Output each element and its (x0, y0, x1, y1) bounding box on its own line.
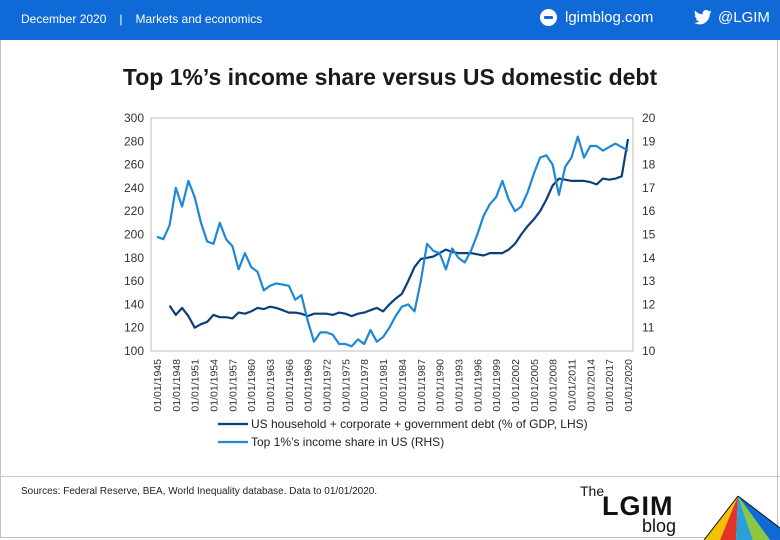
twitter-handle: @LGIM (718, 9, 770, 26)
right-axis-tick-label: 13 (642, 274, 656, 288)
header-section-link[interactable]: Markets and economics (135, 12, 263, 26)
x-axis-tick-label: 01/01/1996 (472, 359, 484, 412)
brand-name: LGIM (602, 491, 674, 521)
x-axis-tick-label: 01/01/2014 (585, 359, 597, 412)
left-axis-tick-label: 100 (124, 344, 144, 358)
right-axis-tick-label: 15 (642, 228, 656, 242)
right-axis-tick-label: 14 (642, 251, 656, 265)
plot-border (150, 117, 634, 352)
x-axis-tick-label: 01/01/1969 (303, 359, 315, 412)
site-name: lgimblog.com (565, 9, 654, 26)
x-axis-tick-label: 01/01/1999 (491, 359, 503, 412)
x-axis-tick-label: 01/01/1984 (397, 359, 409, 412)
income-share-series-line (156, 135, 629, 348)
x-axis-tick-label: 01/01/1981 (378, 359, 390, 412)
left-axis-tick-label: 280 (124, 134, 144, 148)
left-axis-tick-label: 240 (124, 181, 144, 195)
legend-entry: US household + corporate + government de… (251, 417, 588, 431)
x-axis-tick-label: 01/01/2008 (548, 359, 560, 412)
right-axis-tick-label: 18 (642, 158, 656, 172)
lgim-blog-logo[interactable]: The LGIM blog (580, 478, 780, 540)
left-axis-tick-label: 160 (124, 274, 144, 288)
header-date: December 2020 (21, 12, 107, 26)
x-axis-tick-label: 01/01/2020 (623, 359, 635, 412)
legend-entry: Top 1%’s income share in US (RHS) (251, 435, 444, 449)
right-axis-tick-label: 17 (642, 181, 656, 195)
x-axis-tick-label: 01/01/2017 (604, 359, 616, 412)
debt-series-line (168, 138, 630, 329)
twitter-bird-icon (694, 10, 712, 25)
x-axis-tick-label: 01/01/2002 (510, 359, 522, 412)
site-logo-icon (540, 9, 557, 26)
right-axis-tick-label: 10 (642, 344, 656, 358)
left-axis-tick-label: 220 (124, 204, 144, 218)
x-axis-tick-label: 01/01/1966 (284, 359, 296, 412)
x-axis-tick-label: 01/01/2005 (529, 359, 541, 412)
x-axis-tick-label: 01/01/1990 (435, 359, 447, 412)
x-axis-tick-label: 01/01/1972 (322, 359, 334, 412)
x-axis-tick-label: 01/01/1987 (416, 359, 428, 412)
brand-the: The (580, 483, 605, 499)
chart-title: Top 1%’s income share versus US domestic… (122, 64, 658, 90)
twitter-link[interactable]: @LGIM (694, 9, 770, 26)
right-axis-tick-label: 11 (642, 321, 655, 335)
x-axis-tick-label: 01/01/1951 (190, 359, 202, 412)
brand-blog: blog (642, 516, 677, 536)
x-axis-tick-label: 01/01/1963 (265, 359, 277, 412)
x-axis-tick-label: 01/01/2011 (566, 359, 578, 411)
umbrella-icon (703, 495, 780, 540)
x-axis-tick-label: 01/01/1945 (152, 359, 164, 412)
right-axis-tick-label: 19 (642, 134, 656, 148)
x-axis-tick-label: 01/01/1993 (453, 359, 465, 412)
x-axis-tick-label: 01/01/1957 (227, 359, 239, 412)
site-link[interactable]: lgimblog.com (540, 9, 653, 26)
footer-divider (0, 476, 780, 477)
header-bar: December 2020 | Markets and economics lgim… (0, 0, 780, 40)
right-axis-tick-label: 16 (642, 204, 656, 218)
x-axis-tick-label: 01/01/1954 (209, 359, 221, 412)
right-axis-tick-label: 12 (642, 297, 656, 311)
left-axis-tick-label: 140 (124, 297, 144, 311)
x-axis-tick-label: 01/01/1960 (246, 359, 258, 412)
x-axis-tick-label: 01/01/1978 (359, 359, 371, 412)
header-breadcrumb: December 2020 | Markets and economics (21, 12, 262, 26)
x-axis-tick-label: 01/01/1975 (340, 359, 352, 412)
chart-area: 100 120 140 160 180 200 220 240 260 280 300 10 11 12… (124, 111, 656, 449)
x-axis-tick-label: 01/01/1948 (171, 359, 183, 412)
left-axis-tick-label: 300 (124, 111, 144, 125)
left-axis-tick-label: 260 (124, 158, 144, 172)
source-note: Sources: Federal Reserve, BEA, World Ine… (21, 486, 378, 497)
left-axis-tick-label: 120 (124, 321, 144, 335)
right-axis-tick-label: 20 (642, 111, 656, 125)
header-separator: | (119, 12, 123, 26)
left-axis-tick-label: 200 (124, 228, 144, 242)
left-axis-tick-label: 180 (124, 251, 144, 265)
